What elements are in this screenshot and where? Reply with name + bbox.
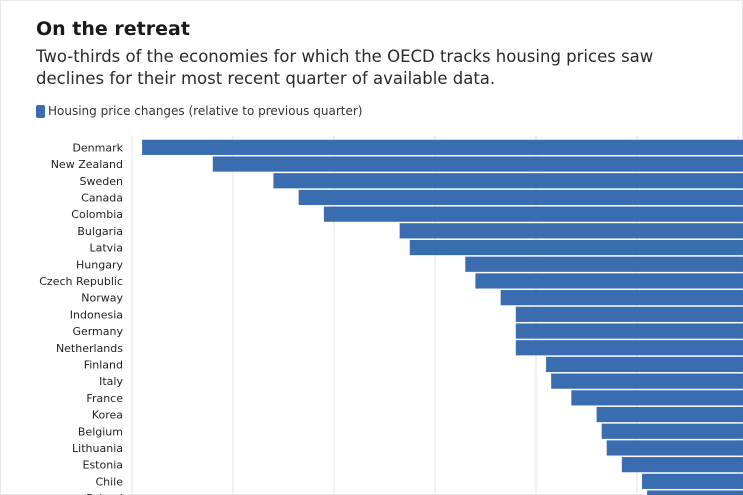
category-label: Canada — [81, 191, 123, 204]
category-label: Italy — [99, 375, 123, 388]
category-label: Bulgaria — [77, 225, 123, 238]
bar-netherlands — [515, 340, 743, 356]
category-label: Czech Republic — [39, 275, 123, 288]
chart-subtitle: Two-thirds of the economies for which th… — [36, 47, 654, 88]
category-label: Hungary — [76, 258, 123, 271]
bar-finland — [546, 356, 743, 373]
legend-label: Housing price changes (relative to previ… — [48, 104, 363, 118]
bar-bulgaria — [399, 223, 743, 239]
bar-canada — [298, 189, 743, 206]
bar-estonia — [621, 457, 743, 473]
bar-colombia — [323, 206, 743, 222]
category-label: France — [86, 392, 123, 405]
category-label: Norway — [81, 292, 123, 305]
bar-latvia — [409, 239, 743, 256]
bar-germany — [515, 323, 743, 339]
bar-new-zealand — [212, 156, 743, 172]
category-label: Indonesia — [70, 308, 123, 321]
bar-hungary — [465, 256, 743, 272]
category-label: New Zealand — [51, 158, 123, 171]
bar-poland — [647, 490, 743, 495]
bar-sweden — [273, 173, 743, 189]
bar-korea — [596, 406, 743, 423]
category-label: Lithuania — [72, 442, 123, 455]
category-label: Poland — [86, 492, 123, 495]
bar-indonesia — [515, 306, 743, 322]
chart-title: On the retreat — [36, 18, 190, 40]
bar-norway — [500, 290, 743, 306]
category-label: Belgium — [78, 425, 123, 438]
category-label: Finland — [84, 358, 123, 371]
bar-italy — [551, 373, 743, 389]
category-label: Germany — [72, 325, 123, 338]
legend: Housing price changes (relative to previ… — [36, 104, 362, 118]
bar-france — [571, 390, 743, 406]
legend-swatch — [36, 104, 45, 118]
category-label: Chile — [95, 475, 123, 488]
bar-czech-republic — [475, 273, 743, 289]
bar-lithuania — [606, 440, 743, 456]
bar-chile — [642, 473, 743, 489]
bar-belgium — [601, 423, 743, 439]
category-label: Sweden — [80, 175, 123, 188]
category-label: Korea — [92, 409, 123, 422]
category-label: Denmark — [72, 141, 123, 154]
category-label: Estonia — [83, 459, 124, 472]
category-label: Latvia — [90, 242, 124, 255]
bar-denmark — [142, 139, 743, 155]
category-label: Netherlands — [56, 342, 123, 355]
category-label: Colombia — [71, 208, 123, 221]
